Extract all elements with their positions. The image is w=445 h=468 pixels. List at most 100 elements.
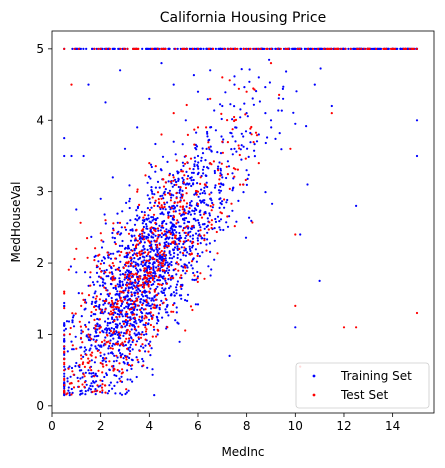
training-set-point [145,312,148,315]
training-set-point [169,278,172,281]
test-set-point [81,330,84,333]
training-set-point [178,242,181,245]
training-set-point [103,257,106,260]
training-set-point [230,148,233,151]
training-set-point [129,322,132,325]
training-set-point [179,225,182,228]
training-set-point [127,305,130,308]
test-set-point [114,284,117,287]
training-set-point [201,200,204,203]
test-set-point [147,251,150,254]
training-set-point [194,232,198,235]
test-set-point [141,343,144,346]
test-set-point [117,342,120,345]
test-set-point [151,335,154,338]
training-set-point [203,186,206,189]
training-set-point [168,257,171,260]
test-set-point [175,222,178,225]
training-set-point [163,289,166,292]
training-set-point [161,316,164,319]
axes-frame [51,30,435,414]
plot-area [52,31,434,413]
test-set-point [130,293,133,296]
training-set-point [180,246,183,249]
training-set-point [194,219,197,222]
training-set-point [183,213,186,216]
training-set-point [133,291,136,294]
training-set-point [103,353,106,356]
test-set-point [355,326,358,329]
training-set-point [223,206,226,209]
training-set-point [69,375,72,378]
test-set-point [125,284,129,287]
training-set-point [173,183,176,187]
training-set-point [184,254,187,257]
training-set-point [285,70,288,73]
test-set-point [252,141,255,144]
test-set-point [175,159,178,162]
training-set-point [107,327,111,330]
test-set-point [172,179,175,182]
test-set-point [132,273,135,276]
training-set-point [299,233,302,236]
test-set-point [160,249,163,253]
training-set-point [181,161,184,164]
training-set-point [219,189,223,192]
training-set-point [305,125,308,128]
test-set-point [112,369,115,372]
training-set-point [195,148,198,151]
test-set-point [112,308,115,312]
training-set-point [126,322,129,325]
test-set-point [158,243,161,246]
test-set-point [110,299,113,302]
training-set-point [170,225,173,228]
test-set-point [287,47,290,51]
training-set-point [252,103,255,106]
training-set-point [189,230,192,233]
test-set-point [130,272,133,275]
test-set-point [196,280,199,283]
training-set-point [102,331,105,334]
training-set-point [121,284,124,287]
test-set-point [120,290,123,293]
test-set-point [153,303,156,306]
training-set-point [185,170,188,173]
training-set-point [143,300,146,303]
training-set-point [163,294,167,297]
training-set-point [209,69,212,72]
training-set-point [169,253,172,256]
test-set-point [181,229,184,232]
training-set-point [176,204,179,207]
training-set-point [175,180,178,184]
test-set-point [71,344,74,347]
training-set-point [203,227,206,230]
training-set-point [218,220,221,223]
test-set-point [101,383,104,386]
test-set-point [147,285,150,288]
test-set-point [113,319,116,323]
training-set-point [204,212,207,215]
training-set-point [192,271,195,275]
training-set-point [129,229,132,232]
training-set-point [152,249,155,252]
test-set-point [175,243,178,246]
training-set-point [210,268,213,271]
training-set-point [194,160,197,163]
training-set-point [102,262,106,265]
test-set-point [99,276,102,279]
training-set-point [171,237,174,240]
training-set-point [175,283,179,286]
training-set-point [113,384,116,387]
training-set-point [126,269,129,272]
training-set-point [93,361,96,364]
test-set-point [217,169,220,172]
training-set-point [233,147,236,150]
test-set-point [199,176,202,179]
test-set-point [269,47,272,51]
test-set-point [412,47,415,51]
training-set-point [109,334,112,337]
training-set-point [111,317,114,320]
test-set-point [69,326,72,330]
training-set-point [93,292,96,295]
training-set-point [196,303,200,306]
